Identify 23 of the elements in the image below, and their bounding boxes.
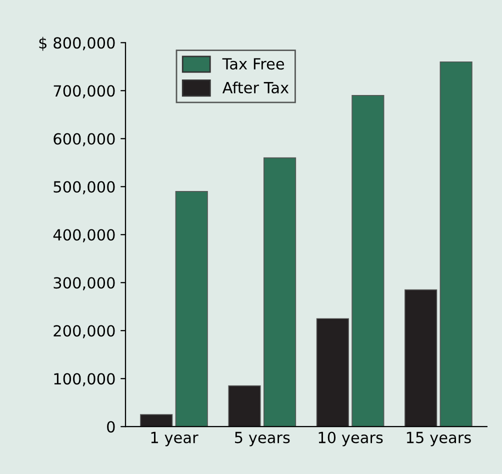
bar (175, 191, 208, 427)
bar (263, 157, 296, 427)
bar (316, 318, 349, 427)
y-tick-label: 500,000 (54, 181, 115, 194)
bar (140, 414, 173, 427)
legend-label: After Tax (222, 82, 289, 94)
y-tick-label: 600,000 (54, 133, 115, 146)
bar (352, 95, 384, 427)
y-tick-label: 400,000 (53, 229, 115, 242)
y-tick-label: 700,000 (54, 85, 115, 98)
y-tick-label: $ 800,000 (39, 36, 115, 51)
x-tick-label: 15 years (406, 432, 471, 446)
legend-label: Tax Free (222, 58, 284, 70)
x-tick-label: 5 years (235, 432, 290, 446)
x-tick-label: 10 years (318, 432, 383, 446)
bar (404, 289, 438, 427)
y-tick-label: 0 (107, 421, 115, 433)
y-tick-label: 100,000 (54, 373, 115, 386)
y-tick-label: 300,000 (54, 277, 115, 290)
y-tick-label: 200,000 (54, 325, 115, 338)
bar (228, 385, 261, 427)
x-tick-label: 1 year (151, 432, 198, 446)
bar (440, 61, 472, 427)
